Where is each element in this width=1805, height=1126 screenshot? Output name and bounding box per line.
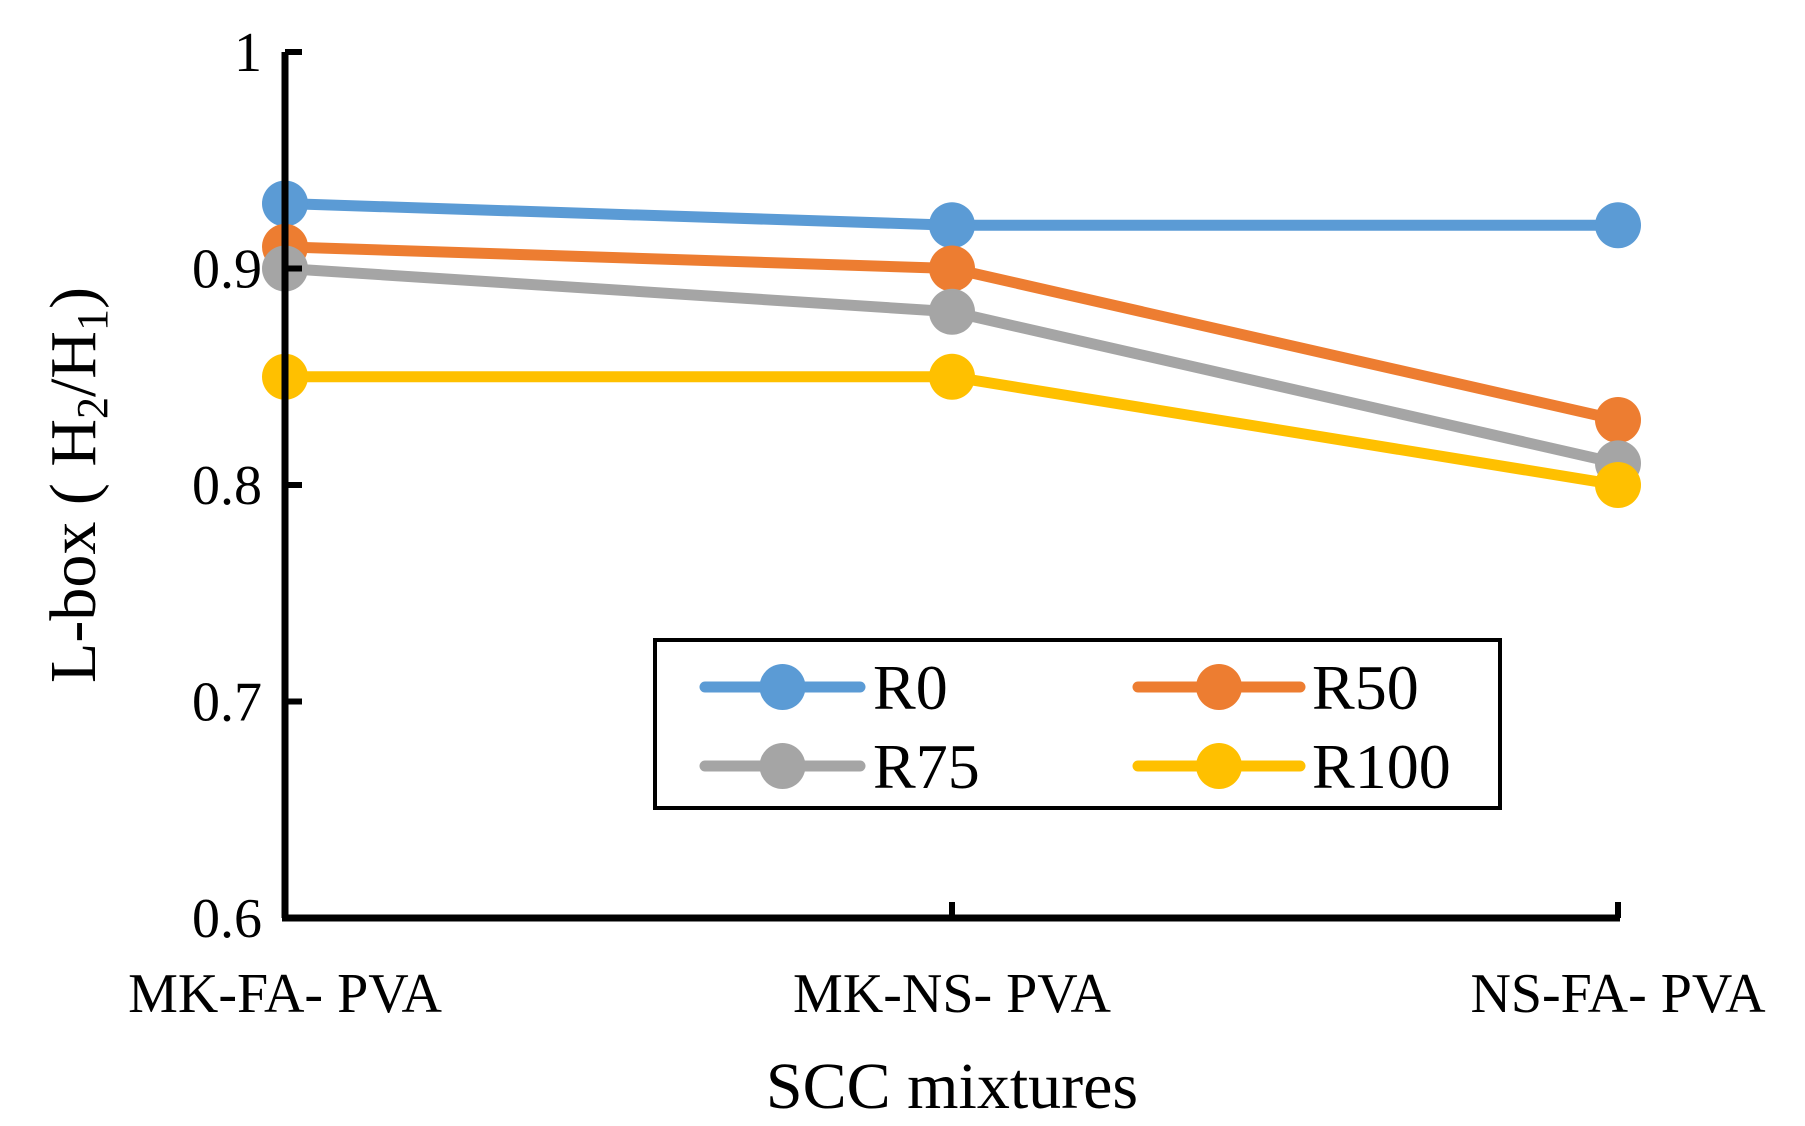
y-axis-title-suffix: ) bbox=[37, 287, 110, 309]
axes: 0.6 0.7 0.8 0.9 1 MK-FA- PVA MK-NS- PVA NS-FA-… bbox=[128, 22, 1766, 1025]
data-point bbox=[929, 245, 975, 292]
data-point bbox=[1595, 397, 1641, 444]
y-axis-title-prefix: L-box ( H bbox=[37, 419, 110, 683]
y-axis-title-mid: /H bbox=[37, 331, 110, 397]
legend-label: R0 bbox=[873, 652, 948, 723]
series-r100 bbox=[262, 353, 1641, 508]
series-r75 bbox=[262, 245, 1641, 487]
legend-label: R50 bbox=[1312, 652, 1419, 723]
x-ticks: MK-FA- PVA MK-NS- PVA NS-FA- PVA bbox=[128, 902, 1766, 1025]
legend-item-r50: R50 bbox=[1132, 652, 1419, 723]
data-point bbox=[1595, 462, 1641, 508]
legend-item-r0: R0 bbox=[699, 652, 948, 723]
x-tick-label: NS-FA- PVA bbox=[1470, 963, 1766, 1025]
legend-marker bbox=[759, 743, 806, 789]
legend-marker bbox=[1196, 664, 1242, 710]
data-point bbox=[1595, 202, 1641, 249]
legend: R0 R50 R75 R100 bbox=[653, 638, 1502, 810]
legend-marker bbox=[759, 664, 806, 710]
y-ticks: 0.6 0.7 0.8 0.9 1 bbox=[192, 22, 302, 950]
legend-item-r100: R100 bbox=[1132, 731, 1451, 802]
legend-label: R100 bbox=[1312, 731, 1451, 802]
y-tick-label: 0.7 bbox=[192, 672, 262, 734]
data-point bbox=[929, 202, 975, 249]
y-axis-title-sub2: 1 bbox=[68, 309, 117, 331]
data-point bbox=[929, 288, 975, 335]
x-tick-label: MK-FA- PVA bbox=[128, 963, 442, 1025]
y-tick-label: 0.9 bbox=[192, 239, 262, 301]
y-axis-title: L-box ( H2/H1) bbox=[37, 287, 117, 683]
y-axis-title-sub1: 2 bbox=[68, 397, 117, 419]
series-layer bbox=[262, 180, 1641, 508]
series-r0 bbox=[262, 180, 1641, 249]
y-tick-label: 0.6 bbox=[192, 888, 262, 950]
data-point bbox=[929, 353, 975, 400]
legend-label: R75 bbox=[873, 731, 980, 802]
legend-marker bbox=[1196, 743, 1242, 789]
y-tick-label: 0.8 bbox=[192, 455, 262, 517]
x-tick-label: MK-NS- PVA bbox=[793, 963, 1111, 1025]
y-tick-label: 1 bbox=[234, 22, 262, 84]
legend-item-r75: R75 bbox=[699, 731, 980, 802]
x-axis-title: SCC mixtures bbox=[766, 1050, 1138, 1123]
